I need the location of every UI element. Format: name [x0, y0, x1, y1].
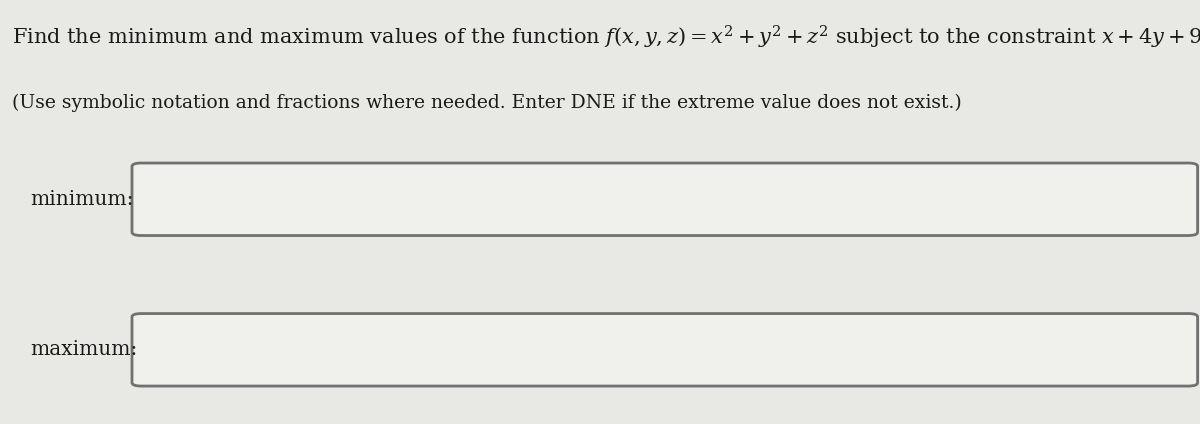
Text: (Use symbolic notation and fractions where needed. Enter DNE if the extreme valu: (Use symbolic notation and fractions whe… [12, 93, 961, 112]
Text: minimum:: minimum: [30, 190, 133, 209]
FancyBboxPatch shape [132, 314, 1198, 386]
FancyBboxPatch shape [132, 163, 1198, 236]
Text: Find the minimum and maximum values of the function $f(x, y, z) = x^2 + y^2 + z^: Find the minimum and maximum values of t… [12, 23, 1200, 50]
Text: maximum:: maximum: [30, 340, 137, 359]
